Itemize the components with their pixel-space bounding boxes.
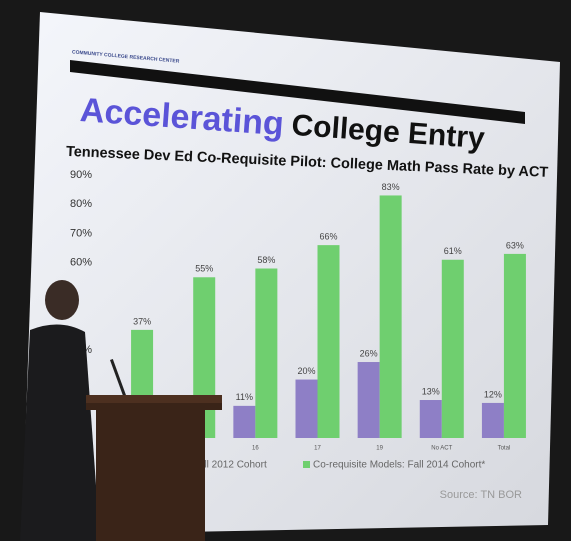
value-label: 66%	[319, 232, 337, 242]
value-label: 61%	[444, 246, 462, 256]
bar	[233, 405, 256, 438]
legend-label: Model: Fall 2012 Cohort	[160, 460, 267, 471]
x-tick-label: 17	[314, 446, 321, 452]
x-tick-label: Total	[498, 446, 511, 452]
speaker-head	[45, 280, 79, 320]
bar	[357, 362, 380, 438]
header-bar	[70, 60, 525, 124]
value-label: 58%	[257, 255, 275, 265]
legend-swatch	[303, 461, 310, 468]
y-tick-label: 80%	[70, 198, 92, 210]
value-label: 20%	[297, 366, 315, 376]
bar	[441, 259, 464, 438]
value-label: 12%	[484, 389, 502, 399]
x-tick-label: No ACT	[431, 446, 452, 452]
y-tick-label: 70%	[70, 227, 92, 239]
bar	[419, 400, 442, 438]
y-tick-label: 90%	[70, 169, 92, 181]
microphone	[110, 358, 127, 398]
podium-top	[86, 395, 222, 403]
source: Source: TN BOR	[440, 489, 522, 501]
bar	[481, 402, 504, 438]
value-label: 11%	[236, 392, 253, 402]
legend-label: Co-requisite Models: Fall 2014 Cohort*	[313, 460, 485, 471]
bar	[503, 253, 526, 438]
value-label: 55%	[195, 264, 213, 274]
bar	[255, 268, 278, 438]
value-label: 13%	[422, 386, 440, 396]
speaker-body	[20, 324, 100, 541]
x-tick-label: 19	[376, 446, 383, 452]
podium	[86, 395, 222, 541]
bar	[379, 195, 402, 438]
bar	[295, 379, 318, 438]
value-label: 83%	[382, 182, 400, 192]
value-label: 63%	[506, 240, 524, 250]
value-label: 26%	[360, 348, 378, 358]
x-tick-label: 16	[252, 446, 259, 452]
y-tick-label: 60%	[70, 257, 92, 269]
bar	[317, 245, 340, 438]
value-label: 37%	[133, 316, 151, 326]
